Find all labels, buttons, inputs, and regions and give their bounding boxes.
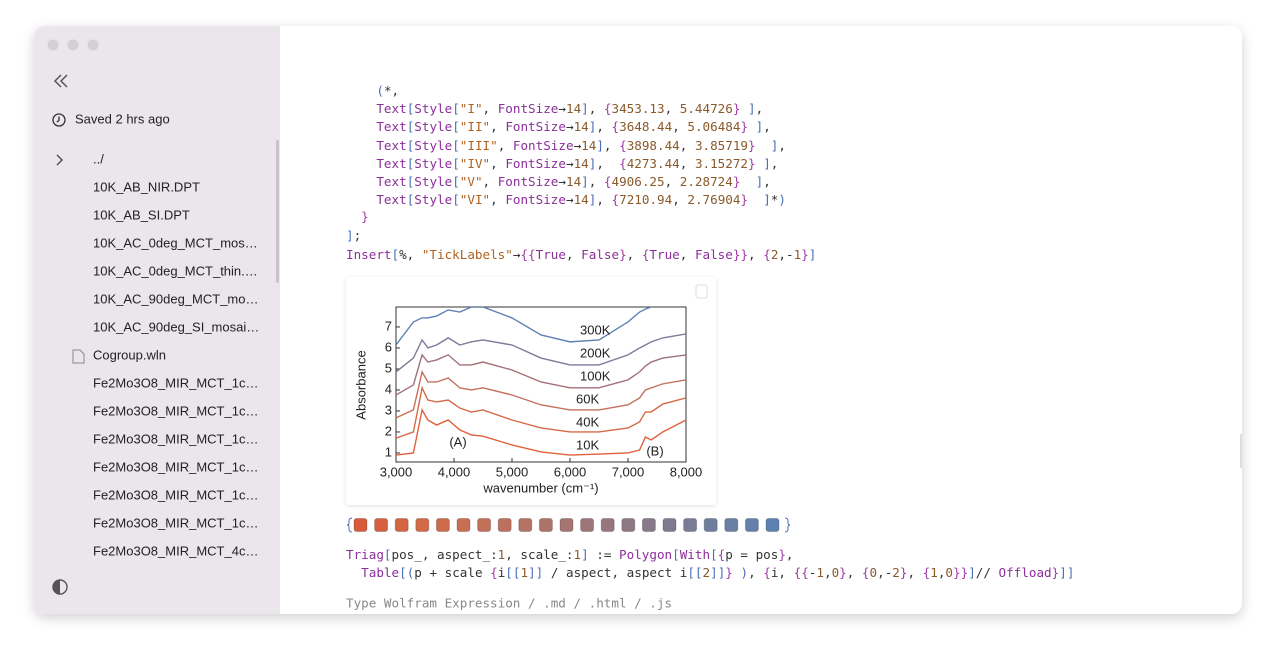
annotation: (B) [646, 443, 663, 458]
color-swatch [435, 518, 450, 532]
file-item[interactable]: Fe2Mo3O8_MIR_MCT_1c… [93, 515, 258, 530]
x-tick-label: 4,000 [438, 464, 471, 479]
close-button[interactable] [47, 39, 59, 51]
main-scrollbar[interactable] [1240, 434, 1242, 468]
color-swatch [415, 518, 430, 532]
x-axis-label: wavenumber (cm⁻¹) [482, 480, 598, 495]
file-item[interactable]: Fe2Mo3O8_MIR_MCT_1c… [93, 431, 258, 446]
code-line: Text[Style["I", FontSize→14], {3453.13, … [346, 101, 763, 116]
code-line: Insert[%, "TickLabels"→{{True, False}, {… [346, 247, 816, 262]
file-item[interactable]: Fe2Mo3O8_MIR_MCT_1c… [93, 403, 258, 418]
x-tick-label: 8,000 [670, 464, 703, 479]
color-swatch [518, 518, 533, 532]
x-tick-label: 7,000 [612, 464, 645, 479]
plot-output [346, 277, 716, 505]
code-line: Text[Style["III", FontSize→14], {3898.44… [346, 138, 786, 153]
file-item[interactable]: 10K_AB_NIR.DPT [93, 179, 200, 194]
file-item[interactable]: ../ [93, 151, 104, 166]
spectrum-line [396, 370, 686, 419]
brace [346, 517, 353, 533]
file-item[interactable]: Fe2Mo3O8_MIR_MCT_4c… [93, 543, 258, 558]
plot-frame [395, 306, 687, 463]
file-item[interactable]: 10K_AC_90deg_MCT_mo… [93, 291, 258, 306]
sidebar [34, 26, 280, 614]
color-swatch [744, 518, 759, 532]
series-label: 60K [576, 391, 599, 406]
y-tick-label: 1 [385, 444, 392, 459]
code-line: ]; [346, 228, 361, 243]
series-label: 200K [580, 345, 611, 360]
color-swatch [497, 518, 512, 532]
x-tick-label: 6,000 [554, 464, 587, 479]
y-tick-label: 7 [385, 318, 392, 333]
code-line: } [346, 209, 369, 224]
file-item[interactable]: Fe2Mo3O8_MIR_MCT_1c… [93, 375, 258, 390]
brace [784, 517, 791, 533]
color-swatch [703, 518, 718, 532]
code-line: (*, [346, 83, 399, 98]
spectrum-line [396, 407, 686, 456]
series-label: 40K [576, 414, 599, 429]
spectrum-line [396, 353, 686, 396]
y-tick-label: 3 [385, 402, 392, 417]
file-item[interactable]: 10K_AC_0deg_MCT_thin.… [93, 263, 258, 278]
y-tick-label: 2 [385, 423, 392, 438]
spectrum-line [396, 307, 653, 346]
spectrum-line [396, 333, 686, 373]
color-swatch [621, 518, 636, 532]
color-swatch [456, 518, 471, 532]
series-label: 10K [576, 437, 599, 452]
code-line: Table[(p + scale {i[[1]] / aspect, aspec… [346, 565, 1074, 580]
color-swatch [353, 518, 368, 532]
scrollbar[interactable] [276, 140, 279, 283]
file-icon [72, 349, 85, 364]
color-swatch [394, 518, 409, 532]
code-line: Text[Style["IV", FontSize→14], {4273.44,… [346, 156, 778, 171]
series-label: 300K [580, 322, 611, 337]
code-line: Text[Style["V", FontSize→14], {4906.25, … [346, 174, 771, 189]
x-tick-label: 5,000 [496, 464, 529, 479]
collapse-sidebar[interactable] [53, 74, 68, 88]
spectrum-line [396, 385, 686, 439]
file-item[interactable]: 10K_AC_90deg_SI_mosai… [93, 319, 259, 334]
y-axis-label: Absorbance [353, 350, 368, 419]
copy-icon[interactable] [695, 284, 708, 299]
clock-icon [52, 113, 66, 127]
file-item[interactable]: 10K_AC_0deg_MCT_mos… [93, 235, 258, 250]
code-line: Text[Style["VI", FontSize→14], {7210.94,… [346, 192, 786, 207]
series-label: 100K [580, 368, 611, 383]
input-placeholder[interactable]: Type Wolfram Expression / .md / .html / … [346, 596, 672, 611]
code-line: Text[Style["II", FontSize→14], {3648.44,… [346, 119, 771, 134]
minimize-button[interactable] [67, 39, 79, 51]
y-tick-label: 6 [385, 339, 392, 354]
color-swatch [724, 518, 739, 532]
plot-area [396, 307, 686, 456]
x-tick-label: 3,000 [380, 464, 413, 479]
file-item[interactable]: Fe2Mo3O8_MIR_MCT_1c… [93, 459, 258, 474]
color-swatch [580, 518, 595, 532]
color-swatch [374, 518, 389, 532]
file-item[interactable]: 10K_AB_SI.DPT [93, 207, 190, 222]
zoom-button[interactable] [87, 39, 99, 51]
color-swatch [477, 518, 492, 532]
code-line: Triag[pos_, aspect_:1, scale_:1] := Poly… [346, 547, 794, 562]
color-swatch [765, 518, 780, 532]
color-swatch [683, 518, 698, 532]
color-swatch [538, 518, 553, 532]
y-tick-label: 5 [385, 360, 392, 375]
saved-status: Saved 2 hrs ago [75, 111, 170, 126]
clock-hand [56, 116, 60, 123]
color-swatch [600, 518, 615, 532]
color-swatch [662, 518, 677, 532]
file-item[interactable]: Cogroup.wln [93, 347, 166, 362]
annotation: (A) [449, 434, 466, 449]
color-swatch [641, 518, 656, 532]
folder-chevron[interactable] [56, 154, 64, 166]
file-item[interactable]: Fe2Mo3O8_MIR_MCT_1c… [93, 487, 258, 502]
theme-toggle-half [53, 580, 60, 594]
color-swatch [559, 518, 574, 532]
y-tick-label: 4 [385, 381, 392, 396]
